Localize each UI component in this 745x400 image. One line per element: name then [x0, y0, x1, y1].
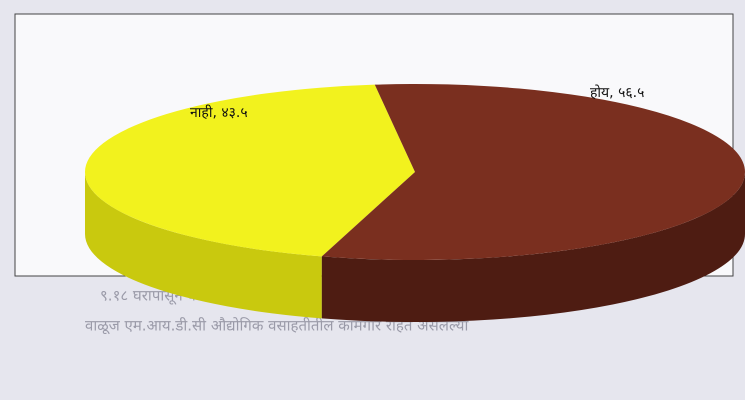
data-label: नाही, ४३.५ [190, 104, 248, 121]
slice [85, 84, 416, 257]
slice-side [321, 172, 745, 322]
pie: नाही, ४३.५ होय, ५६.५ [85, 84, 745, 322]
data-label: होय, ५६.५ [590, 84, 644, 101]
slice-side [85, 172, 322, 319]
slice [321, 84, 745, 260]
